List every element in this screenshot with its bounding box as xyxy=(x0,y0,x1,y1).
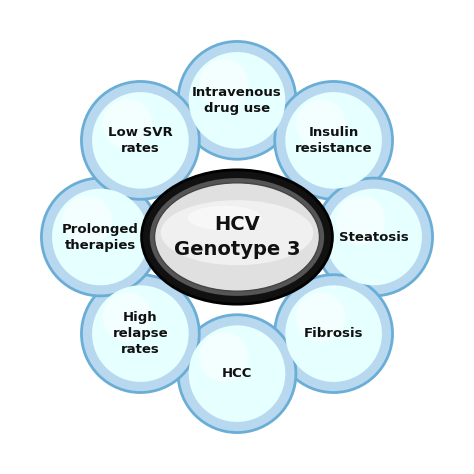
Text: Prolonged
therapies: Prolonged therapies xyxy=(62,222,139,252)
Circle shape xyxy=(178,41,296,159)
Circle shape xyxy=(103,99,152,149)
Circle shape xyxy=(82,275,199,392)
Circle shape xyxy=(296,99,346,149)
Text: HCC: HCC xyxy=(222,367,252,380)
Circle shape xyxy=(315,178,433,296)
Circle shape xyxy=(103,292,152,342)
Text: HCV
Genotype 3: HCV Genotype 3 xyxy=(174,215,300,259)
Text: Intravenous
drug use: Intravenous drug use xyxy=(192,86,282,115)
Circle shape xyxy=(285,92,382,189)
Text: Fibrosis: Fibrosis xyxy=(304,327,364,340)
Circle shape xyxy=(52,189,149,285)
Circle shape xyxy=(285,285,382,382)
Circle shape xyxy=(336,196,385,245)
Circle shape xyxy=(92,92,189,189)
Ellipse shape xyxy=(142,170,332,304)
Circle shape xyxy=(82,82,199,199)
Circle shape xyxy=(325,189,422,285)
Text: Low SVR
rates: Low SVR rates xyxy=(108,126,173,155)
Circle shape xyxy=(178,315,296,433)
Circle shape xyxy=(275,82,392,199)
Ellipse shape xyxy=(188,206,262,230)
Ellipse shape xyxy=(155,183,319,291)
Circle shape xyxy=(189,52,285,149)
Circle shape xyxy=(63,196,112,245)
Circle shape xyxy=(189,325,285,422)
Circle shape xyxy=(199,332,249,382)
Ellipse shape xyxy=(161,200,313,265)
Ellipse shape xyxy=(150,178,324,296)
Circle shape xyxy=(275,275,392,392)
Circle shape xyxy=(41,178,159,296)
Circle shape xyxy=(199,59,249,109)
Text: Steatosis: Steatosis xyxy=(339,230,409,244)
Text: Insulin
resistance: Insulin resistance xyxy=(295,126,373,155)
Circle shape xyxy=(92,285,189,382)
Text: High
relapse
rates: High relapse rates xyxy=(112,311,168,356)
Circle shape xyxy=(296,292,346,342)
